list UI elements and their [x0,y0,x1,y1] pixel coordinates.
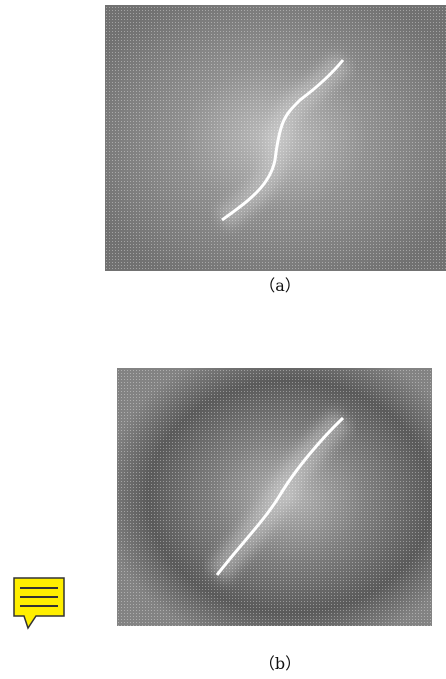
figure-sheet: （a） （b） [0,0,446,679]
caption: （b） [259,654,301,673]
caption: （a） [259,276,301,295]
image-a [105,5,446,271]
note-icon[interactable] [14,578,64,628]
page: （a） （b） (() => { const data = JSON.parse… [0,0,446,679]
image-b [117,368,432,626]
